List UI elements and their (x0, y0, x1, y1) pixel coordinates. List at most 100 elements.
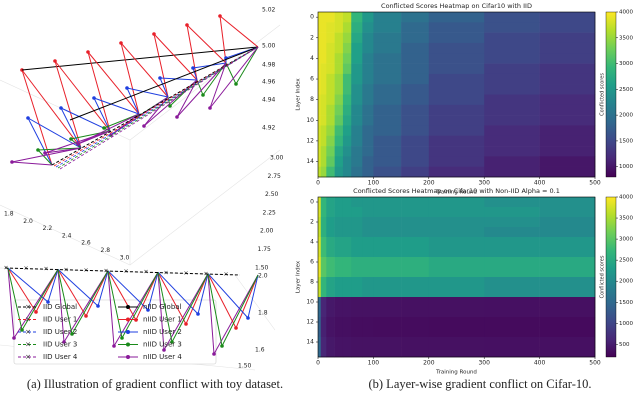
heatmap-cell (484, 337, 540, 348)
heatmap-cell (320, 125, 327, 137)
heatmap-cell (539, 22, 596, 33)
toy-marker: × (163, 269, 168, 276)
toy-line (247, 274, 259, 319)
heatmap-cell (484, 217, 540, 228)
heatmap-cell (484, 327, 540, 338)
heatmap-cell (318, 247, 322, 258)
x-tick-label: 1.8 (4, 211, 14, 218)
heatmap-cell (401, 277, 430, 288)
heatmap-cell (373, 307, 402, 318)
toy-line (107, 270, 115, 347)
heatmap-cell (428, 207, 485, 218)
heatmap-cell (484, 53, 540, 64)
heatmap-cell (484, 257, 540, 268)
toy-line (207, 273, 237, 329)
heatmap-cell (362, 227, 374, 238)
heatmap-cell (484, 22, 540, 33)
heatmap-cell (342, 317, 352, 328)
toy-line (126, 87, 140, 115)
toy-line (209, 62, 227, 109)
tick-label: 1.50 (238, 363, 252, 370)
heatmap-cell (362, 317, 374, 328)
heatmap-cell (362, 237, 374, 248)
heatmap-cell (320, 42, 327, 54)
heatmap-cell (351, 297, 363, 308)
heatmap-cell (342, 347, 352, 358)
heatmap-cell (318, 156, 322, 167)
legend-marker (126, 355, 130, 359)
heatmap-cell (318, 32, 322, 44)
heatmap-cell (351, 317, 363, 328)
heatmap-cell (351, 247, 363, 258)
toy-line (85, 270, 109, 317)
toy-line (44, 130, 111, 154)
toy-line (159, 77, 198, 81)
toy-line (207, 273, 223, 347)
heatmap-cell (342, 197, 352, 208)
y-tick-label: 2 (310, 34, 314, 41)
y-tick-label: 6 (310, 259, 314, 266)
heatmap-cell (401, 257, 430, 268)
toy-line (207, 273, 249, 319)
heatmap-cell (401, 12, 430, 23)
heatmap-cell (334, 115, 344, 126)
heatmap-cell (539, 197, 596, 208)
heatmap-cell (401, 32, 430, 44)
toy-line (157, 272, 173, 343)
toy-line (126, 87, 169, 98)
heatmap-cell (320, 347, 327, 358)
toy-point (10, 160, 14, 164)
heatmap-cell (334, 247, 344, 258)
heatmap-cell (342, 307, 352, 318)
heatmap-cell (320, 257, 327, 268)
toy-marker: × (23, 265, 28, 272)
toy-line (176, 79, 198, 118)
heatmap-cell (351, 197, 363, 208)
caption-b: (b) Layer-wise gradient conflict on Cifa… (368, 377, 591, 391)
heatmap-cell (362, 22, 374, 33)
y-tick-label: 4 (310, 55, 314, 62)
colorbar-tick-label: 4000 (619, 10, 633, 16)
toy-point (218, 14, 222, 18)
heatmap-cell (351, 94, 363, 106)
toy-point (20, 328, 24, 332)
toy-global (4, 267, 241, 276)
toy-point (36, 148, 40, 152)
heatmap-cell (401, 84, 430, 95)
heatmap-cell (373, 42, 402, 54)
heatmap-cell (342, 104, 352, 116)
heatmap-cell (334, 267, 344, 278)
heatmap-cell (401, 237, 430, 248)
heatmap-cell (318, 277, 322, 288)
toy-point (158, 76, 162, 80)
heatmap-cell (539, 257, 596, 268)
heatmap-cell (326, 22, 335, 33)
heatmap-cell (362, 347, 374, 358)
heatmap-cell (428, 237, 485, 248)
heatmap-cell (539, 217, 596, 228)
heatmap-cell (326, 257, 335, 268)
toy-point (170, 340, 174, 344)
heatmap-cell (428, 104, 485, 116)
heatmap-cell (351, 53, 363, 64)
heatmap-cell (351, 287, 363, 298)
heatmap-cell (428, 297, 485, 308)
y-axis-label: Layer Index (296, 78, 302, 111)
heatmap-cell (401, 156, 430, 167)
heatmap-cell (539, 63, 596, 75)
y-tick-label: 0 (310, 14, 314, 21)
heatmap-cell (428, 197, 485, 208)
toy-user (57, 46, 259, 169)
heatmap-cell (320, 84, 327, 95)
heatmap-cell (326, 227, 335, 238)
heatmap-cell (326, 327, 335, 338)
heatmap-cell (334, 12, 344, 23)
heatmap-cell (539, 73, 596, 85)
heatmap-cell (539, 42, 596, 54)
toy-line (7, 267, 37, 313)
heatmap-cell (428, 42, 485, 54)
toy-line (219, 15, 259, 48)
toy-line (70, 138, 82, 149)
heatmap-cell (373, 267, 402, 278)
